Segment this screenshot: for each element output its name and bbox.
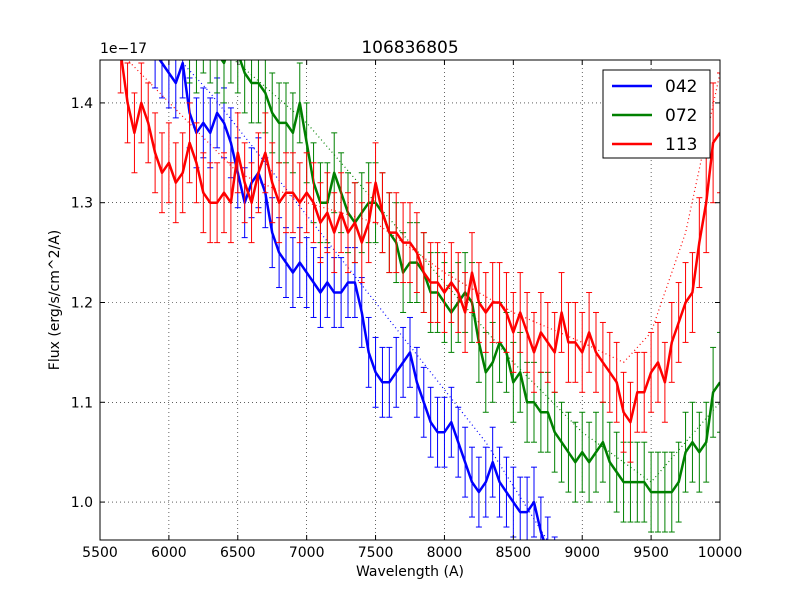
- y-tick-label: 1.1: [71, 395, 93, 411]
- data-series: [117, 60, 720, 540]
- x-tick-label: 6000: [151, 545, 187, 561]
- x-tick-label: 9000: [564, 545, 600, 561]
- x-axis-label: Wavelength (A): [356, 564, 464, 580]
- y-tick-label: 1.2: [71, 295, 93, 311]
- legend-label-113: 113: [665, 135, 697, 155]
- x-tick-label: 9500: [633, 545, 669, 561]
- axis-ticks: 5500 6000 6500 7000 7500 8000 8500 9000 9500 1000…: [71, 60, 743, 561]
- y-tick-label: 1.3: [71, 196, 93, 212]
- y-axis-label: Flux (erg/s/cm^2/A): [47, 230, 63, 370]
- fit-line-042: [179, 60, 548, 540]
- chart-title: 106836805: [361, 38, 458, 58]
- series-line-113: [120, 60, 720, 424]
- series-042: [152, 60, 558, 540]
- y-tick-label: 1.4: [71, 96, 93, 112]
- x-tick-label: 8000: [427, 545, 463, 561]
- y-tick-label: 1.0: [71, 495, 93, 511]
- y-offset-label: 1e−17: [100, 41, 147, 57]
- x-tick-label: 7500: [358, 545, 394, 561]
- x-tick-label: 8500: [496, 545, 532, 561]
- x-tick-label: 10000: [698, 545, 743, 561]
- x-tick-label: 5500: [82, 545, 118, 561]
- plot-frame: [99, 59, 721, 541]
- legend-label-042: 042: [665, 77, 697, 97]
- series-113: [117, 60, 720, 463]
- x-tick-label: 7000: [289, 545, 325, 561]
- x-tick-label: 6500: [220, 545, 256, 561]
- series-line-072: [220, 60, 720, 494]
- legend-label-072: 072: [665, 106, 697, 126]
- legend: 042 072 113: [602, 69, 711, 159]
- series-line-042: [158, 60, 545, 540]
